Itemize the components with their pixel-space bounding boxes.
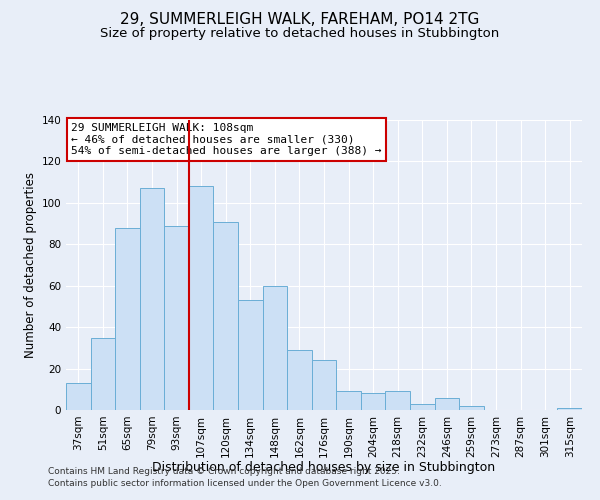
Text: Contains HM Land Registry data © Crown copyright and database right 2025.
Contai: Contains HM Land Registry data © Crown c… xyxy=(48,466,442,487)
Bar xyxy=(557,408,582,410)
Bar xyxy=(263,286,287,410)
Text: 29, SUMMERLEIGH WALK, FAREHAM, PO14 2TG: 29, SUMMERLEIGH WALK, FAREHAM, PO14 2TG xyxy=(121,12,479,28)
Bar xyxy=(410,404,434,410)
Bar xyxy=(189,186,214,410)
Bar xyxy=(434,398,459,410)
Bar xyxy=(238,300,263,410)
Text: 29 SUMMERLEIGH WALK: 108sqm
← 46% of detached houses are smaller (330)
54% of se: 29 SUMMERLEIGH WALK: 108sqm ← 46% of det… xyxy=(71,123,382,156)
Text: Size of property relative to detached houses in Stubbington: Size of property relative to detached ho… xyxy=(100,28,500,40)
Bar xyxy=(361,394,385,410)
Bar xyxy=(336,392,361,410)
Bar xyxy=(164,226,189,410)
Bar xyxy=(459,406,484,410)
Bar xyxy=(115,228,140,410)
Y-axis label: Number of detached properties: Number of detached properties xyxy=(24,172,37,358)
Bar xyxy=(312,360,336,410)
Bar xyxy=(66,383,91,410)
Bar xyxy=(140,188,164,410)
Bar xyxy=(214,222,238,410)
Bar xyxy=(287,350,312,410)
Bar xyxy=(385,392,410,410)
Bar xyxy=(91,338,115,410)
X-axis label: Distribution of detached houses by size in Stubbington: Distribution of detached houses by size … xyxy=(152,461,496,474)
